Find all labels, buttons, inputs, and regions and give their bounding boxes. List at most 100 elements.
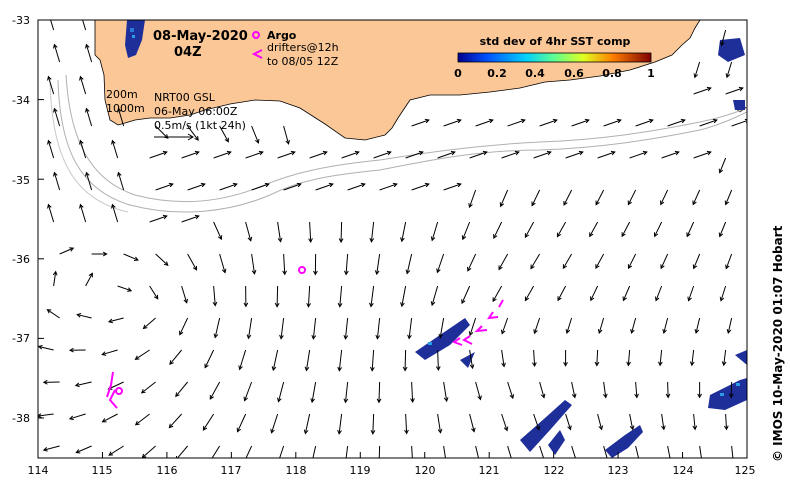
current-vector bbox=[667, 445, 671, 458]
current-vector-head bbox=[602, 393, 608, 399]
current-vector bbox=[181, 215, 200, 223]
current-vector-head bbox=[310, 461, 314, 465]
current-vector bbox=[622, 285, 631, 301]
current-vector bbox=[723, 349, 727, 366]
current-vector-head bbox=[450, 150, 456, 156]
current-vector-head bbox=[221, 268, 227, 274]
current-vector-head bbox=[654, 296, 660, 302]
current-vector-head bbox=[744, 118, 747, 124]
current-vector-head bbox=[590, 296, 595, 302]
current-vector bbox=[557, 285, 567, 301]
current-vector-head bbox=[545, 457, 546, 458]
current-vector bbox=[117, 172, 125, 191]
current-vector bbox=[155, 253, 169, 266]
current-vector bbox=[411, 119, 430, 127]
current-vector-head bbox=[217, 235, 223, 241]
current-vector-head bbox=[360, 182, 366, 188]
current-vector-head bbox=[610, 150, 616, 156]
current-vector bbox=[727, 317, 733, 334]
current-vector-head bbox=[514, 150, 520, 156]
current-vector bbox=[699, 119, 718, 127]
current-vector bbox=[659, 349, 663, 366]
current-vector bbox=[108, 317, 124, 323]
current-vector-head bbox=[456, 182, 462, 188]
current-vector bbox=[123, 253, 139, 261]
current-vector-head bbox=[337, 429, 342, 435]
scale-label: 0.5m/s (1kt 24h) bbox=[154, 119, 246, 132]
current-vector bbox=[108, 445, 124, 456]
current-vector bbox=[461, 285, 471, 304]
current-vector-head bbox=[127, 287, 133, 292]
current-vector bbox=[597, 413, 603, 430]
current-vector-head bbox=[52, 270, 58, 276]
current-vector bbox=[168, 413, 182, 428]
current-vector-head bbox=[376, 398, 382, 404]
current-vector-head bbox=[530, 264, 535, 270]
current-vector bbox=[635, 381, 638, 398]
current-vector-head bbox=[337, 366, 343, 372]
current-vector bbox=[85, 44, 93, 63]
current-vector-head bbox=[69, 247, 75, 252]
current-vector bbox=[378, 445, 381, 458]
current-vector bbox=[661, 151, 680, 159]
current-vector bbox=[439, 317, 445, 338]
current-vector bbox=[204, 349, 215, 368]
current-vector-head bbox=[498, 265, 503, 271]
current-vector-head bbox=[400, 302, 405, 308]
current-vector-head bbox=[418, 150, 424, 156]
current-vector bbox=[187, 125, 199, 141]
current-vector bbox=[663, 317, 669, 334]
current-vector bbox=[77, 314, 92, 319]
current-vector bbox=[376, 317, 381, 339]
current-vector bbox=[443, 445, 446, 458]
current-vector bbox=[627, 349, 631, 366]
current-vector bbox=[38, 346, 54, 351]
current-vector bbox=[376, 253, 381, 275]
current-vector bbox=[47, 140, 55, 159]
current-vector-head bbox=[597, 328, 603, 334]
current-vector-head bbox=[108, 451, 114, 456]
current-vector bbox=[507, 381, 514, 399]
current-vector bbox=[492, 285, 503, 302]
current-vector-head bbox=[192, 265, 198, 271]
current-vector bbox=[53, 271, 57, 287]
current-vector bbox=[627, 189, 637, 205]
x-tick-label: 124 bbox=[673, 464, 694, 477]
map-time: 04Z bbox=[174, 45, 202, 60]
current-vector-head bbox=[85, 107, 90, 113]
current-vector-head bbox=[658, 361, 663, 367]
current-vector-head bbox=[598, 425, 604, 431]
current-vector bbox=[245, 151, 264, 159]
colorbar-tick-label: 0 bbox=[454, 67, 462, 80]
current-vector-head bbox=[238, 365, 243, 371]
colorbar-tick-label: 0.6 bbox=[564, 67, 584, 80]
x-tick-label: 120 bbox=[415, 464, 436, 477]
current-vector bbox=[79, 204, 87, 223]
current-vector bbox=[475, 119, 494, 127]
current-vector bbox=[50, 20, 55, 31]
current-vector bbox=[507, 445, 512, 458]
current-vector-head bbox=[595, 200, 600, 206]
current-vector-head bbox=[477, 395, 482, 401]
current-vector bbox=[309, 151, 328, 159]
current-vector bbox=[475, 381, 481, 400]
current-vector-head bbox=[246, 334, 252, 340]
x-tick-label: 118 bbox=[286, 464, 307, 477]
current-vector-head bbox=[469, 364, 475, 370]
current-vector bbox=[345, 381, 349, 403]
current-vector-head bbox=[101, 351, 107, 356]
current-vector-head bbox=[277, 460, 281, 464]
current-vector bbox=[693, 253, 701, 269]
current-vector-head bbox=[88, 272, 93, 278]
current-vector-head bbox=[213, 333, 219, 339]
current-vector-head bbox=[461, 235, 467, 241]
current-vector-head bbox=[648, 118, 654, 124]
current-vector bbox=[563, 189, 573, 206]
current-vector bbox=[404, 349, 407, 371]
current-vector-head bbox=[251, 269, 257, 275]
current-vector-head bbox=[47, 203, 52, 209]
current-vector-head bbox=[626, 361, 631, 367]
current-vector-head bbox=[540, 393, 546, 399]
current-vector bbox=[539, 445, 545, 458]
current-vector-head bbox=[175, 392, 180, 398]
